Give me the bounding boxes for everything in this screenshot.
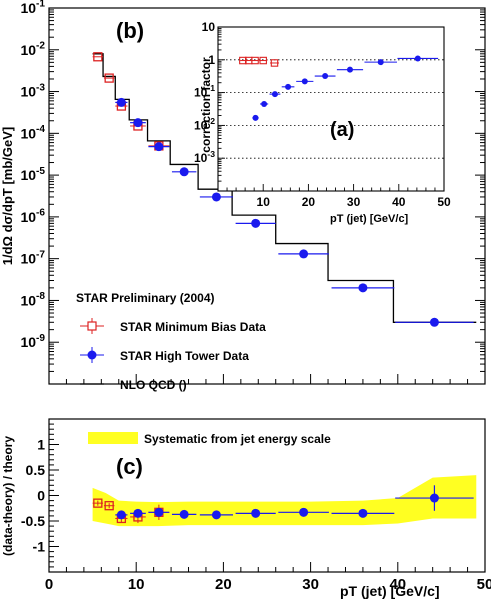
x-tick-label-c: 30	[302, 576, 319, 593]
hightower-point-b	[116, 97, 126, 107]
hightower-point-a	[322, 73, 329, 80]
hightower-point-a	[301, 78, 308, 85]
hightower-point-b	[211, 192, 221, 202]
panel-a-frame	[217, 26, 445, 192]
hightower-point-c	[358, 508, 368, 518]
panel-b-points	[92, 52, 474, 327]
minbias-point-a	[270, 59, 279, 67]
hightower-point-c	[299, 507, 309, 517]
hightower-point-c	[133, 508, 143, 518]
legend-hightower-label: STAR High Tower Data	[120, 349, 249, 363]
y-tick-label-c: -1	[33, 539, 46, 555]
minbias-point-a	[259, 56, 267, 65]
hightower-point-b	[251, 218, 261, 228]
minbias-point-c	[93, 498, 103, 508]
y-tick-label-c: 1	[37, 437, 45, 453]
hightower-point-b	[154, 142, 164, 152]
hightower-point-a	[346, 66, 353, 73]
hightower-point-c	[179, 509, 189, 519]
nlo-step-path	[92, 53, 477, 323]
panel-c: -1-0.500.510 10 20 30 40 50 Systematic from j…	[1, 418, 491, 599]
legend-minbias-label: STAR Minimum Bias Data	[120, 320, 266, 334]
panel-a-points	[239, 55, 439, 121]
legend: STAR Preliminary (2004) STAR Minimum Bia…	[76, 291, 266, 392]
nlo-step-line	[92, 53, 477, 323]
hightower-point-a	[414, 55, 421, 62]
hightower-point-a	[252, 114, 259, 121]
x-tick-label-c: 50	[477, 576, 491, 593]
x-tick-label-a: 30	[347, 195, 361, 209]
legend-marker-minbias	[80, 318, 104, 334]
x-tick-label-a: 40	[392, 195, 406, 209]
hightower-point-a	[285, 83, 292, 90]
y-tick-label-c: 0	[37, 488, 45, 504]
x-tick-label-a: 50	[437, 195, 451, 209]
panel-b-ylabel: 1/dΩ dσ/dpT [mb/GeV]	[0, 127, 15, 265]
panel-a-background	[218, 27, 444, 191]
panel-b-label: (b)	[116, 18, 144, 43]
panel-b-frame	[48, 7, 486, 385]
panel-a-label: (a)	[330, 119, 354, 141]
legend-nlo-label: NLO QCD ()	[120, 378, 187, 392]
panel-c-ticks: -1-0.500.510 10 20 30 40 50	[21, 418, 491, 593]
hightower-point-c	[211, 510, 221, 520]
x-tick-label-c: 0	[45, 576, 53, 593]
x-tick-label-c: 20	[215, 576, 232, 593]
hightower-point-b	[133, 118, 143, 128]
minbias-point-b	[93, 52, 103, 62]
panel-a-xlabel: pT (jet) [GeV/c]	[330, 213, 409, 225]
panel-a-reference-lines	[218, 59, 444, 159]
hightower-point-a	[261, 100, 268, 107]
hightower-point-c	[116, 510, 126, 520]
legend-marker-hightower	[80, 347, 104, 363]
hightower-point-c	[154, 507, 164, 517]
minbias-point-c	[104, 501, 114, 511]
hightower-point-b	[179, 167, 189, 177]
x-tick-label-c: 10	[128, 576, 145, 593]
x-tick-label-a: 20	[302, 195, 316, 209]
y-tick-label-a: 10	[202, 20, 216, 34]
x-tick-label-a: 10	[257, 195, 271, 209]
y-tick-label-c: -0.5	[21, 513, 45, 529]
panel-a-ylabel: correction factor	[199, 57, 213, 153]
band-legend-label: Systematic from jet energy scale	[144, 432, 331, 446]
panel-c-label: (c)	[116, 454, 143, 479]
panel-c-xlabel: pT (jet) [GeV/c]	[340, 583, 440, 599]
panel-c-ylabel: (data-theory) / theory	[1, 436, 15, 556]
minbias-point-a	[251, 56, 259, 65]
hightower-point-c	[251, 508, 261, 518]
hightower-point-b	[429, 317, 439, 327]
panel-c-points	[92, 485, 474, 524]
band-legend-swatch	[88, 432, 138, 444]
hightower-point-b	[299, 249, 309, 259]
hightower-point-a	[377, 59, 384, 66]
minbias-point-b	[104, 73, 114, 83]
y-tick-label-c: 0.5	[26, 462, 46, 478]
hightower-point-a	[271, 91, 278, 98]
y-tick-label-a: 1	[208, 53, 215, 67]
legend-title: STAR Preliminary (2004)	[76, 291, 215, 305]
hightower-point-b	[358, 283, 368, 293]
hightower-point-c	[429, 493, 439, 503]
x-tick-label-c: 40	[389, 576, 406, 593]
